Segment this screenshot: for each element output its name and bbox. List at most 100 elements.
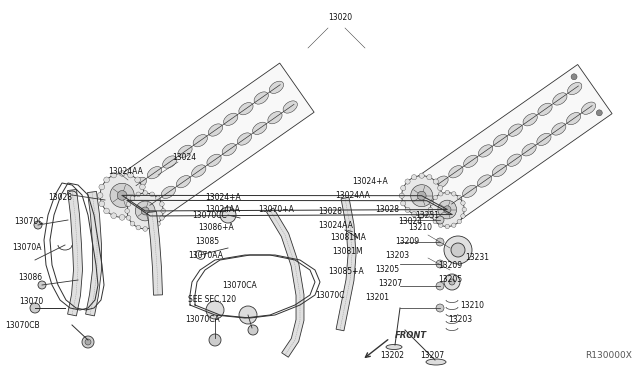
Polygon shape (336, 197, 356, 331)
Circle shape (126, 202, 131, 206)
Circle shape (248, 325, 258, 335)
Circle shape (430, 193, 464, 227)
Circle shape (412, 212, 417, 217)
Text: 13028: 13028 (375, 205, 399, 215)
Circle shape (438, 223, 443, 227)
Text: 13070: 13070 (19, 298, 44, 307)
Text: 13210: 13210 (460, 301, 484, 310)
Text: 13024AA: 13024AA (108, 167, 143, 176)
Circle shape (405, 179, 410, 184)
Circle shape (438, 185, 443, 190)
Circle shape (436, 260, 444, 268)
Ellipse shape (426, 359, 446, 365)
Ellipse shape (207, 154, 221, 167)
Ellipse shape (254, 92, 268, 104)
Text: 13085: 13085 (195, 237, 219, 247)
Circle shape (461, 214, 465, 218)
Circle shape (438, 201, 443, 206)
Text: 13070A: 13070A (12, 244, 42, 253)
Text: 13070CA: 13070CA (222, 280, 257, 289)
Circle shape (85, 339, 91, 345)
Circle shape (143, 227, 148, 231)
Circle shape (462, 207, 467, 212)
Circle shape (130, 221, 135, 226)
Ellipse shape (132, 177, 147, 189)
Text: 13207: 13207 (378, 279, 402, 289)
Circle shape (427, 212, 432, 217)
Polygon shape (267, 208, 304, 357)
Circle shape (433, 179, 438, 184)
Circle shape (399, 193, 404, 198)
Ellipse shape (477, 175, 492, 187)
Circle shape (405, 207, 410, 212)
Ellipse shape (147, 167, 162, 179)
Text: 13081M: 13081M (332, 247, 363, 257)
Ellipse shape (463, 155, 478, 167)
Circle shape (444, 274, 460, 290)
Circle shape (433, 207, 438, 212)
Text: 13070CC: 13070CC (192, 211, 227, 219)
Ellipse shape (566, 112, 580, 125)
Ellipse shape (146, 197, 160, 209)
Circle shape (436, 238, 444, 246)
Text: 13028: 13028 (48, 193, 72, 202)
Ellipse shape (463, 185, 477, 198)
Circle shape (161, 209, 166, 213)
Ellipse shape (507, 154, 522, 166)
Circle shape (449, 279, 455, 285)
Ellipse shape (508, 124, 522, 136)
Circle shape (412, 174, 417, 180)
Circle shape (206, 301, 224, 319)
Text: SEE SEC.120: SEE SEC.120 (188, 295, 236, 305)
Ellipse shape (537, 133, 551, 145)
Circle shape (38, 281, 46, 289)
Circle shape (436, 282, 444, 290)
Text: 13209: 13209 (395, 237, 419, 247)
Ellipse shape (283, 101, 298, 113)
Circle shape (111, 213, 116, 219)
Circle shape (135, 201, 155, 221)
Circle shape (124, 177, 130, 183)
Circle shape (141, 193, 147, 198)
Text: 13024: 13024 (398, 218, 422, 227)
Text: 13081MA: 13081MA (330, 234, 366, 243)
Circle shape (461, 201, 465, 205)
Circle shape (445, 224, 449, 229)
Text: 13203: 13203 (448, 315, 472, 324)
Circle shape (159, 215, 164, 220)
Ellipse shape (581, 102, 596, 114)
Circle shape (436, 304, 444, 312)
Text: 13024+A: 13024+A (352, 177, 388, 186)
Ellipse shape (269, 81, 284, 93)
Circle shape (596, 110, 602, 116)
Ellipse shape (178, 145, 192, 157)
Ellipse shape (193, 135, 207, 147)
Circle shape (99, 201, 105, 207)
Circle shape (220, 207, 236, 223)
Polygon shape (418, 64, 612, 225)
Circle shape (100, 173, 144, 217)
Text: 13024AA: 13024AA (335, 192, 370, 201)
Text: 13085+A: 13085+A (328, 267, 364, 276)
Circle shape (451, 243, 465, 257)
Text: 13024: 13024 (172, 154, 196, 163)
Ellipse shape (449, 166, 463, 178)
Ellipse shape (237, 133, 252, 145)
Polygon shape (116, 63, 314, 227)
Circle shape (119, 215, 125, 220)
Circle shape (150, 192, 154, 197)
Ellipse shape (163, 156, 177, 168)
Circle shape (427, 174, 432, 180)
Circle shape (429, 201, 434, 205)
Circle shape (457, 195, 461, 200)
Ellipse shape (538, 103, 552, 115)
Circle shape (419, 173, 424, 178)
Ellipse shape (434, 176, 448, 188)
Ellipse shape (522, 144, 536, 156)
Text: 13205: 13205 (438, 276, 462, 285)
Polygon shape (148, 212, 163, 295)
Text: 13205: 13205 (375, 266, 399, 275)
Circle shape (111, 172, 116, 178)
Text: 13070CA: 13070CA (185, 315, 220, 324)
Ellipse shape (268, 112, 282, 124)
